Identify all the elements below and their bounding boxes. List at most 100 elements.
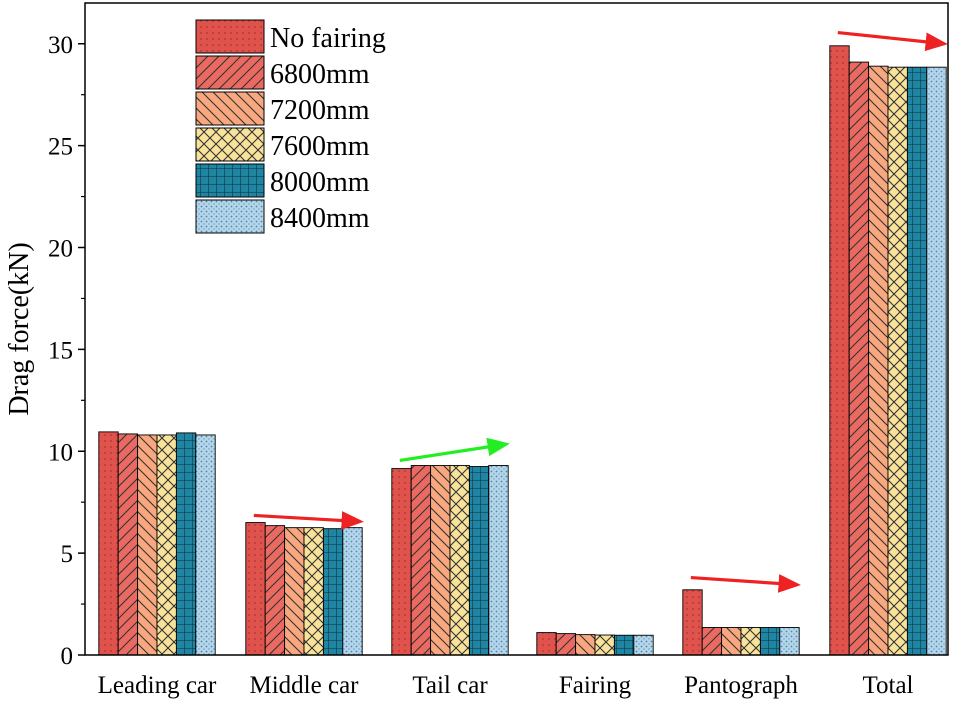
bar-pantograph-8400mm <box>779 627 800 656</box>
bar-tail-car-7600mm <box>449 465 470 656</box>
bar-pattern <box>779 627 800 656</box>
y-tick-label: 20 <box>48 236 73 263</box>
bar-pattern <box>594 634 615 656</box>
bar-pattern <box>175 432 197 656</box>
bar-pattern <box>322 528 344 656</box>
trend-arrow-pantograph <box>690 574 801 593</box>
bar-fairing-8000mm <box>613 634 635 656</box>
bar-pattern <box>449 465 470 656</box>
trend-arrow-middle-car <box>253 511 364 530</box>
bar-pattern <box>926 66 947 656</box>
bar-pattern <box>245 522 266 656</box>
bar-pattern <box>137 434 158 656</box>
bar-middle-car-8000mm <box>322 528 344 656</box>
bar-total-7600mm <box>887 66 908 656</box>
bar-pattern <box>98 431 119 656</box>
legend-label: 7600mm <box>270 131 370 162</box>
bar-tail-car-6800mm <box>410 465 432 656</box>
legend-item-8000mm: 8000mm <box>195 163 370 198</box>
x-tick-label-middle-car: Middle car <box>250 672 360 699</box>
y-tick-label: 15 <box>48 337 73 364</box>
legend-label: No fairing <box>270 23 386 54</box>
trend-arrows-layer <box>253 30 948 593</box>
plot-frame <box>84 2 949 656</box>
bar-total-6800mm <box>848 61 870 656</box>
y-axis: 0 5 10 15 20 25 30 <box>48 32 85 670</box>
bar-pattern <box>759 627 781 656</box>
bar-fairing-6800mm <box>555 633 577 656</box>
bar-leading-car-7200mm <box>137 434 158 656</box>
bar-pattern <box>555 633 577 656</box>
bar-total-no-fairing <box>829 45 850 656</box>
bar-middle-car-7600mm <box>303 527 324 656</box>
legend-item-7200mm: 7200mm <box>195 91 370 126</box>
bar-pattern <box>156 434 177 656</box>
x-tick-label-pantograph: Pantograph <box>684 672 798 699</box>
y-tick-label: 25 <box>48 134 73 161</box>
bar-pattern <box>488 465 509 656</box>
bar-pattern <box>721 627 742 656</box>
bar-pattern <box>342 527 363 656</box>
bar-pattern <box>848 61 870 656</box>
legend-label: 8000mm <box>270 167 370 198</box>
y-axis-title: Drag force(kN) <box>4 242 35 415</box>
x-tick-label-total: Total <box>862 672 913 699</box>
bar-pattern <box>536 632 557 656</box>
bar-total-7200mm <box>868 65 889 656</box>
bar-pattern <box>633 634 654 656</box>
bar-middle-car-no-fairing <box>245 522 266 656</box>
bar-pantograph-7200mm <box>721 627 742 656</box>
bar-pattern <box>391 468 412 656</box>
bar-pantograph-6800mm <box>701 627 723 656</box>
bar-leading-car-8000mm <box>175 432 197 656</box>
bar-pattern <box>264 525 286 656</box>
bar-leading-car-6800mm <box>117 433 139 656</box>
y-tick-label: 10 <box>48 439 73 466</box>
trend-arrow-total <box>837 30 948 52</box>
bar-leading-car-no-fairing <box>98 431 119 656</box>
legend-label: 6800mm <box>270 59 370 90</box>
legend: No fairing 6800mm 7200mm 7600mm 8000mm 8400mm <box>195 19 386 234</box>
bar-fairing-8400mm <box>633 634 654 656</box>
bar-fairing-7200mm <box>575 634 596 656</box>
bar-leading-car-7600mm <box>156 434 177 656</box>
legend-swatch <box>195 19 265 54</box>
legend-item-no-fairing: No fairing <box>195 19 386 54</box>
bar-pattern <box>468 466 490 656</box>
legend-label: 8400mm <box>270 203 370 234</box>
legend-swatch <box>195 127 265 162</box>
legend-item-8400mm: 8400mm <box>195 199 370 234</box>
bar-pattern <box>701 627 723 656</box>
bar-pattern <box>613 634 635 656</box>
bar-pantograph-7600mm <box>740 627 761 656</box>
y-tick-label: 0 <box>61 643 74 670</box>
bar-fairing-no-fairing <box>536 632 557 656</box>
bar-total-8400mm <box>926 66 947 656</box>
legend-label: 7200mm <box>270 95 370 126</box>
bar-pattern <box>117 433 139 656</box>
bar-pattern <box>740 627 761 656</box>
bar-leading-car-8400mm <box>195 434 216 656</box>
bar-pattern <box>303 527 324 656</box>
bar-middle-car-7200mm <box>284 527 305 656</box>
x-tick-label-fairing: Fairing <box>559 672 632 699</box>
bar-pattern <box>284 527 305 656</box>
bar-middle-car-6800mm <box>264 525 286 656</box>
bar-tail-car-8000mm <box>468 466 490 656</box>
legend-item-6800mm: 6800mm <box>195 55 370 90</box>
bar-pattern <box>682 589 703 656</box>
bar-pattern <box>887 66 908 656</box>
bar-pattern <box>410 465 432 656</box>
bar-tail-car-8400mm <box>488 465 509 656</box>
y-tick-label: 30 <box>48 32 73 59</box>
legend-swatch <box>195 55 265 90</box>
y-tick-label: 5 <box>61 541 74 568</box>
bar-fairing-7600mm <box>594 634 615 656</box>
x-tick-label-leading-car: Leading car <box>98 672 217 699</box>
bar-pattern <box>829 45 850 656</box>
bar-pattern <box>575 634 596 656</box>
bar-pattern <box>906 66 928 656</box>
bar-middle-car-8400mm <box>342 527 363 656</box>
bar-total-8000mm <box>906 66 928 656</box>
